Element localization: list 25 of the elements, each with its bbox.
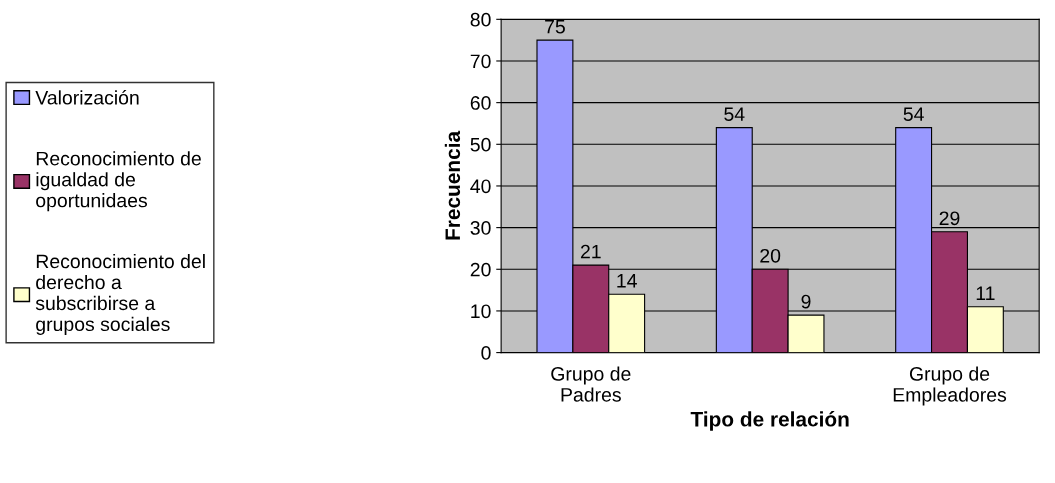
data-label: 20 bbox=[760, 248, 781, 263]
legend-label: Reconocimiento del derecho a subscribirse a grupos sociales bbox=[35, 253, 205, 335]
x-axis-title: Tipo de relación bbox=[690, 411, 849, 431]
data-label: 11 bbox=[976, 286, 995, 300]
legend-label: Valorización bbox=[35, 90, 139, 105]
data-label: 14 bbox=[617, 274, 637, 288]
data-label: 54 bbox=[724, 107, 745, 122]
y-tick-label: 10 bbox=[471, 304, 491, 319]
y-tick-label: 70 bbox=[470, 54, 491, 69]
y-tick-label: 60 bbox=[470, 96, 491, 110]
y-tick-label: 40 bbox=[470, 179, 491, 194]
y-tick-label: 80 bbox=[470, 12, 491, 27]
y-tick-label: 20 bbox=[470, 262, 491, 277]
x-tick-label: Grupo de Empleadores bbox=[893, 366, 1007, 406]
y-tick-label: 50 bbox=[470, 137, 491, 152]
data-label: 54 bbox=[903, 107, 924, 122]
y-tick-label: 0 bbox=[481, 346, 491, 360]
data-label: 75 bbox=[545, 19, 565, 34]
y-axis-title: Frecuencia bbox=[444, 130, 461, 240]
data-label: 21 bbox=[580, 244, 601, 259]
data-label: 29 bbox=[939, 211, 960, 226]
data-label: 9 bbox=[801, 294, 811, 309]
legend-label: Reconocimiento de igualdad de oportunidaes bbox=[36, 151, 201, 212]
x-tick-label: Grupo de Padres bbox=[551, 366, 631, 402]
y-tick-label: 30 bbox=[470, 221, 491, 235]
